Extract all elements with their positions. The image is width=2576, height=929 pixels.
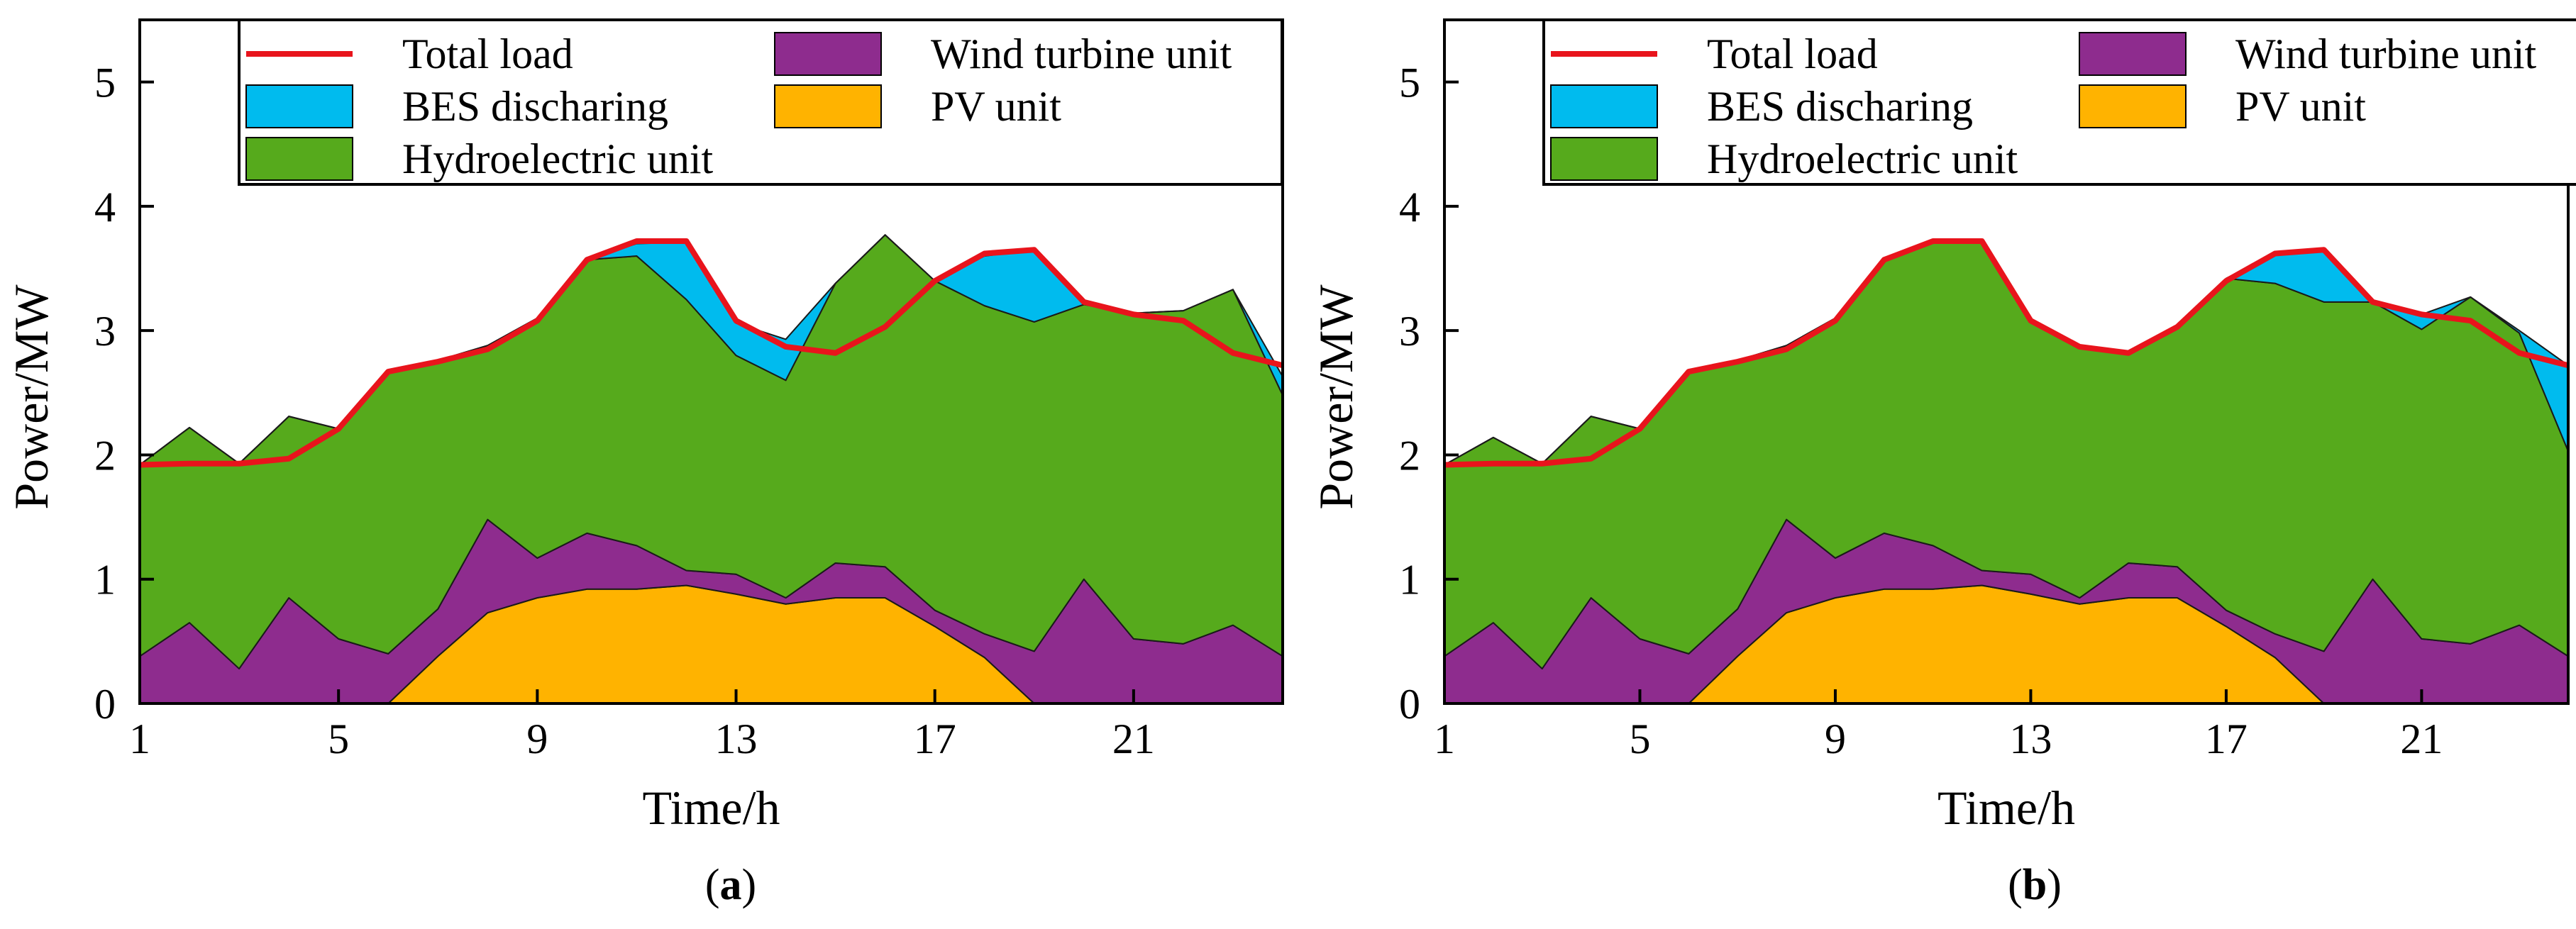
- x-tick-label: 9: [526, 716, 548, 762]
- x-tick-label: 17: [2205, 716, 2248, 762]
- legend-label-bes-discharing: BES discharing: [1707, 83, 1973, 130]
- y-tick-label: 4: [94, 184, 116, 230]
- y-tick-label: 2: [94, 432, 116, 479]
- y-axis-label: Power/MW: [4, 284, 58, 510]
- x-tick-label: 21: [2400, 716, 2443, 762]
- x-tick-label: 13: [2009, 716, 2052, 762]
- legend-label-pv-unit: PV unit: [2235, 83, 2366, 130]
- legend-box: [238, 18, 1283, 186]
- total-load-line: [1444, 238, 2569, 468]
- panel-caption-letter: b: [2023, 861, 2047, 909]
- legend-swatch-wind-turbine-unit: [2079, 32, 2187, 76]
- y-tick-label: 1: [94, 557, 116, 603]
- legend-swatch-bes-discharing: [1550, 84, 1658, 128]
- legend-swatch-wind-turbine-unit: [774, 32, 882, 76]
- x-tick-label: 5: [328, 716, 349, 762]
- legend-swatch-pv-unit: [2079, 84, 2187, 128]
- y-tick-label: 3: [94, 308, 116, 355]
- legend-label-bes-discharing: BES discharing: [402, 83, 668, 130]
- legend-label-wind-turbine-unit: Wind turbine unit: [931, 30, 1232, 77]
- x-axis-label: Time/h: [1937, 781, 2075, 835]
- x-tick-label: 13: [715, 716, 758, 762]
- legend-swatch-hydroelectric-unit: [245, 137, 353, 181]
- x-axis-label: Time/h: [642, 781, 780, 835]
- y-tick-label: 1: [1399, 557, 1420, 603]
- x-tick-label: 1: [129, 716, 150, 762]
- y-tick-label: 2: [1399, 432, 1420, 479]
- legend-label-wind-turbine-unit: Wind turbine unit: [2235, 30, 2537, 77]
- legend-swatch-pv-unit: [774, 84, 882, 128]
- y-tick-label: 0: [1399, 681, 1420, 728]
- y-axis-label: Power/MW: [1309, 284, 1363, 510]
- x-tick-label: 9: [1825, 716, 1846, 762]
- y-tick-label: 0: [94, 681, 116, 728]
- legend-swatch-bes-discharing: [245, 84, 353, 128]
- x-tick-label: 21: [1112, 716, 1155, 762]
- y-tick-label: 4: [1399, 184, 1420, 230]
- legend-label-total-load: Total load: [402, 30, 573, 77]
- y-tick-label: 5: [1399, 60, 1420, 106]
- panel-caption: (a): [705, 861, 756, 909]
- legend-label-pv-unit: PV unit: [931, 83, 1061, 130]
- x-tick-label: 1: [1434, 716, 1455, 762]
- total-load-line: [139, 238, 1283, 468]
- legend-label-total-load: Total load: [1707, 30, 1878, 77]
- y-tick-label: 3: [1399, 308, 1420, 355]
- legend-box: [1542, 18, 2576, 186]
- y-tick-label: 5: [94, 60, 116, 106]
- x-tick-label: 17: [914, 716, 956, 762]
- legend-label-hydroelectric-unit: Hydroelectric unit: [1707, 135, 2018, 182]
- panel-caption-letter: a: [720, 861, 742, 909]
- legend-swatch-hydroelectric-unit: [1550, 137, 1658, 181]
- legend-label-hydroelectric-unit: Hydroelectric unit: [402, 135, 713, 182]
- x-tick-label: 5: [1629, 716, 1650, 762]
- panel-caption: (b): [2008, 861, 2062, 909]
